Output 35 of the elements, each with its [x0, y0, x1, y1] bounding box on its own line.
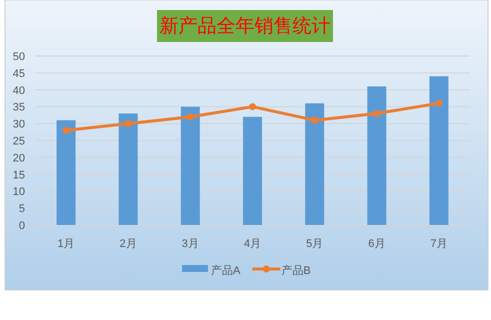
point: [311, 116, 318, 124]
x-tick-label: 5月: [306, 238, 324, 250]
bar: [243, 116, 262, 225]
x-tick-label: 7月: [430, 238, 448, 250]
bar: [429, 76, 448, 225]
y-tick-label: 15: [12, 169, 25, 182]
point: [373, 110, 380, 117]
y-tick-label: 20: [12, 152, 25, 164]
y-tick-label: 40: [12, 84, 25, 97]
y-tick-label: 30: [12, 118, 25, 131]
point: [249, 103, 256, 110]
x-tick-label: 1月: [58, 238, 75, 250]
bar: [56, 120, 76, 225]
x-tick-label: 6月: [368, 238, 386, 250]
point: [124, 120, 132, 128]
y-tick-label: 50: [12, 51, 25, 63]
bar: [118, 113, 138, 225]
point: [62, 126, 70, 134]
bar: [367, 86, 386, 225]
y-tick-label: 35: [12, 102, 25, 114]
x-tick-label: 2月: [120, 238, 137, 250]
y-tick-label: 10: [12, 186, 25, 198]
legend-label: 产品B: [281, 264, 311, 277]
y-tick-label: 45: [12, 68, 25, 80]
bar: [180, 106, 200, 225]
x-tick-label: 4月: [244, 238, 262, 250]
point: [186, 113, 194, 120]
legend-label: 产品A: [211, 264, 241, 277]
y-tick-label: 0: [18, 220, 25, 232]
point: [435, 100, 442, 107]
y-tick-label: 25: [12, 136, 25, 148]
bar: [305, 103, 324, 225]
x-tick-label: 3月: [182, 238, 199, 250]
chart-title: 新产品全年销售统计: [160, 15, 330, 37]
y-tick-label: 5: [18, 203, 25, 216]
